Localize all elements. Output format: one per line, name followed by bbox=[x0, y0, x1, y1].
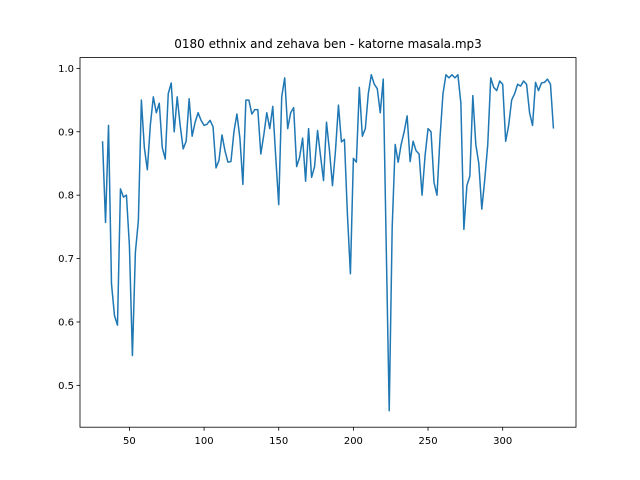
y-tick-label: 0.6 bbox=[58, 317, 74, 328]
y-tick-label: 0.7 bbox=[58, 254, 74, 265]
x-tick-label: 250 bbox=[418, 436, 437, 447]
chart-title: 0180 ethnix and zehava ben - katorne mas… bbox=[174, 37, 482, 51]
y-tick-label: 1.0 bbox=[58, 64, 74, 75]
data-line bbox=[101, 73, 555, 412]
x-tick-label: 300 bbox=[493, 436, 512, 447]
x-tick-label: 50 bbox=[123, 436, 136, 447]
y-tick-label: 0.5 bbox=[58, 381, 74, 392]
x-tick-label: 100 bbox=[195, 436, 214, 447]
y-tick-label: 0.8 bbox=[58, 191, 74, 202]
x-tick-label: 200 bbox=[344, 436, 363, 447]
x-tick-label: 150 bbox=[269, 436, 288, 447]
axes-frame bbox=[79, 57, 577, 428]
y-tick-label: 0.9 bbox=[58, 127, 74, 138]
